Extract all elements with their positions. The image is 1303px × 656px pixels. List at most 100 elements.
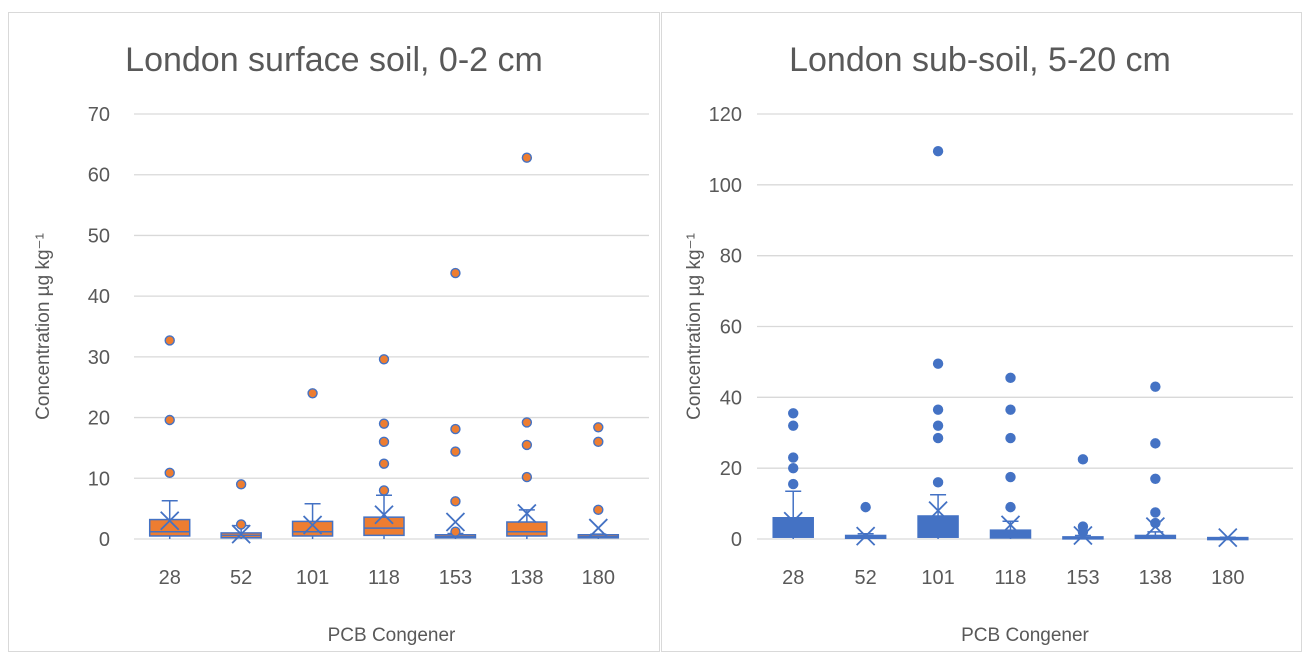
outlier-point	[450, 526, 461, 537]
x-tick-label: 118	[368, 567, 400, 589]
y-tick-label: 20	[720, 458, 742, 480]
box	[506, 521, 548, 537]
box	[772, 517, 814, 538]
outlier-point	[1005, 404, 1016, 415]
y-tick-label: 0	[99, 529, 110, 551]
chart-panel-sub-soil: London sub-soil, 5-20 cm 0 20 40 60 80 100 120 C…	[661, 12, 1302, 652]
outlier-point	[593, 436, 604, 448]
x-tick-label: 118	[995, 567, 1027, 589]
y-tick-label: 60	[720, 317, 742, 339]
mean-marker	[783, 511, 803, 531]
outlier-point	[164, 335, 175, 346]
y-tick-label: 80	[720, 246, 742, 268]
y-tick-label: 40	[720, 387, 742, 409]
mean-marker	[302, 515, 323, 535]
x-tick-label: 138	[510, 567, 543, 589]
box	[291, 520, 334, 537]
outlier-point	[378, 418, 390, 429]
x-tick-label: 138	[1139, 567, 1172, 589]
outlier-point	[1077, 521, 1089, 532]
outlier-point	[932, 477, 944, 488]
mean-marker	[928, 501, 948, 521]
x-axis-label: PCB Congener	[961, 625, 1089, 646]
outlier-point	[521, 417, 533, 428]
x-tick-label: 52	[230, 567, 252, 589]
outlier-point	[307, 388, 318, 399]
y-tick-label: 40	[88, 286, 110, 308]
outlier-point	[450, 423, 461, 435]
mean-marker	[1000, 515, 1021, 535]
mean-marker	[160, 511, 180, 531]
chart-title: London surface soil, 0-2 cm	[125, 41, 543, 79]
outlier-point	[1005, 372, 1016, 384]
y-axis-label: Concentration µg kg⁻¹	[684, 233, 705, 420]
y-tick-label: 50	[88, 225, 110, 247]
x-tick-label: 28	[782, 567, 804, 589]
outlier-point	[860, 501, 871, 513]
x-tick-label: 180	[1211, 567, 1244, 589]
outlier-point	[1077, 454, 1089, 465]
x-tick-label: 153	[1066, 567, 1099, 589]
x-tick-label: 101	[921, 567, 954, 589]
outlier-point	[932, 404, 944, 415]
outlier-point	[235, 479, 247, 490]
outlier-point	[521, 152, 533, 163]
mean-marker	[517, 503, 537, 524]
outlier-point	[593, 422, 604, 433]
outlier-point	[788, 478, 799, 490]
outlier-point	[1005, 471, 1016, 483]
box	[989, 529, 1032, 539]
x-tick-label: 101	[296, 567, 329, 589]
outlier-point	[164, 414, 175, 426]
x-tick-label: 153	[439, 567, 472, 589]
y-tick-label: 20	[88, 408, 110, 430]
box-chart-surface-soil: London surface soil, 0-2 cm 0 10 20 30 40 50 60…	[33, 41, 649, 646]
x-tick-label: 28	[159, 567, 181, 589]
y-tick-label: 100	[709, 175, 742, 197]
outlier-point	[164, 467, 175, 479]
box	[917, 515, 959, 538]
chart-title: London sub-soil, 5-20 cm	[789, 41, 1171, 79]
outlier-point	[788, 420, 799, 431]
outlier-point	[235, 519, 247, 530]
outlier-point	[1005, 501, 1016, 513]
outlier-point	[1150, 381, 1161, 392]
outlier-point	[1150, 507, 1161, 518]
y-tick-label: 30	[88, 347, 110, 369]
y-tick-label: 70	[88, 104, 110, 126]
y-tick-label: 60	[88, 165, 110, 187]
y-tick-label: 0	[731, 529, 742, 551]
outlier-point	[521, 439, 533, 451]
x-tick-label: 180	[582, 567, 615, 589]
x-tick-label: 52	[855, 567, 877, 589]
outlier-point	[788, 452, 799, 463]
mean-marker	[1218, 527, 1238, 548]
mean-marker	[231, 524, 251, 544]
outlier-point	[932, 358, 944, 369]
outlier-point	[1150, 438, 1161, 449]
outlier-point	[593, 504, 604, 516]
box-chart-sub-soil: London sub-soil, 5-20 cm 0 20 40 60 80 100 120 C…	[684, 41, 1293, 646]
y-tick-label: 10	[88, 468, 110, 490]
y-axis-label: Concentration µg kg⁻¹	[33, 233, 54, 420]
outlier-point	[378, 485, 390, 496]
mean-marker	[445, 512, 466, 532]
outlier-point	[1150, 517, 1161, 529]
outlier-point	[450, 446, 461, 457]
outlier-point	[450, 267, 461, 279]
mean-marker	[374, 505, 394, 525]
outlier-point	[378, 458, 390, 469]
outlier-point	[1150, 473, 1161, 484]
outlier-point	[788, 408, 799, 419]
y-tick-label: 120	[709, 104, 742, 126]
outlier-point	[521, 471, 533, 483]
outlier-point	[378, 354, 390, 365]
outlier-point	[788, 462, 799, 474]
mean-marker	[588, 518, 608, 538]
box	[363, 516, 405, 537]
outlier-point	[932, 420, 944, 431]
chart-panel-surface-soil: London surface soil, 0-2 cm 0 10 20 30 40 50 60…	[8, 12, 660, 652]
outlier-point	[932, 145, 944, 157]
x-axis-label: PCB Congener	[328, 625, 456, 646]
outlier-point	[1005, 432, 1016, 444]
